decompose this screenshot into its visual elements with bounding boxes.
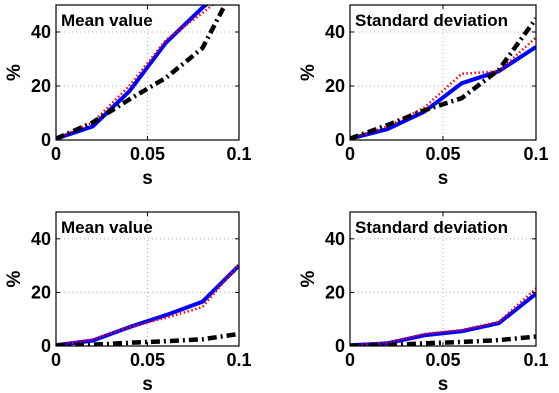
series-line-3 — [350, 17, 536, 140]
y-tick-label: 0 — [41, 336, 51, 356]
x-tick-label: 0.1 — [523, 144, 548, 164]
x-axis-label: s — [142, 374, 153, 393]
x-axis-label: s — [438, 168, 449, 189]
series-group — [56, 263, 239, 346]
series-line-2 — [56, 263, 239, 346]
x-tick-label: 0.1 — [523, 350, 548, 370]
y-tick-label: 20 — [325, 76, 345, 96]
subplot-1: 0 0.05 0.1 0 20 40 s% Mean value — [4, 4, 252, 189]
y-tick-label: 20 — [31, 76, 51, 96]
subplot-2: 0 0.05 0.1 0 20 40 s% Standard deviation — [298, 4, 549, 189]
y-tick-label: 0 — [41, 130, 51, 150]
y-tick-label: 40 — [31, 22, 51, 42]
y-tick-label: 40 — [325, 22, 345, 42]
series-group — [350, 287, 536, 346]
y-tick-label: 40 — [325, 229, 345, 249]
x-tick-label: 0.1 — [226, 144, 251, 164]
x-tick-label: 0.05 — [130, 144, 165, 164]
x-tick-label: 0 — [51, 144, 61, 164]
y-tick-label: 40 — [31, 229, 51, 249]
subplot-title: Mean value — [61, 11, 153, 30]
y-axis-label: % — [298, 270, 319, 287]
x-tick-label: 0 — [51, 350, 61, 370]
x-tick-label: 0.05 — [425, 350, 460, 370]
series-line-1 — [56, 264, 239, 346]
x-tick-label: 0.1 — [226, 350, 251, 370]
y-axis-label: % — [298, 64, 319, 81]
x-tick-label: 0.05 — [130, 350, 165, 370]
series-line-1 — [350, 45, 536, 140]
subplot-4: 0 0.05 0.1 0 20 40 s% Standard deviation — [298, 211, 549, 393]
y-tick-label: 20 — [31, 282, 51, 302]
series-group — [56, 5, 228, 140]
series-line-1 — [350, 292, 536, 346]
x-tick-label: 0 — [345, 350, 355, 370]
x-tick-label: 0 — [345, 144, 355, 164]
x-tick-label: 0.05 — [425, 144, 460, 164]
series-line-3 — [350, 334, 536, 346]
series-line-3 — [56, 5, 228, 140]
y-tick-label: 0 — [335, 130, 345, 150]
x-axis-label: s — [142, 168, 153, 189]
plot-area — [56, 212, 239, 346]
subplot-title: Mean value — [61, 218, 153, 237]
y-tick-label: 0 — [335, 336, 345, 356]
y-axis-label: % — [4, 270, 25, 287]
subplot-3: 0 0.05 0.1 0 20 40 s% Mean value — [4, 211, 252, 393]
subplot-title: Standard deviation — [355, 218, 508, 237]
subplot-title: Standard deviation — [355, 11, 508, 30]
series-line-1 — [56, 5, 209, 140]
y-tick-label: 20 — [325, 282, 345, 302]
plot-area — [350, 212, 536, 346]
series-line-3 — [56, 331, 239, 346]
y-axis-label: % — [4, 64, 25, 81]
x-axis-label: s — [438, 374, 449, 393]
series-group — [350, 17, 536, 140]
